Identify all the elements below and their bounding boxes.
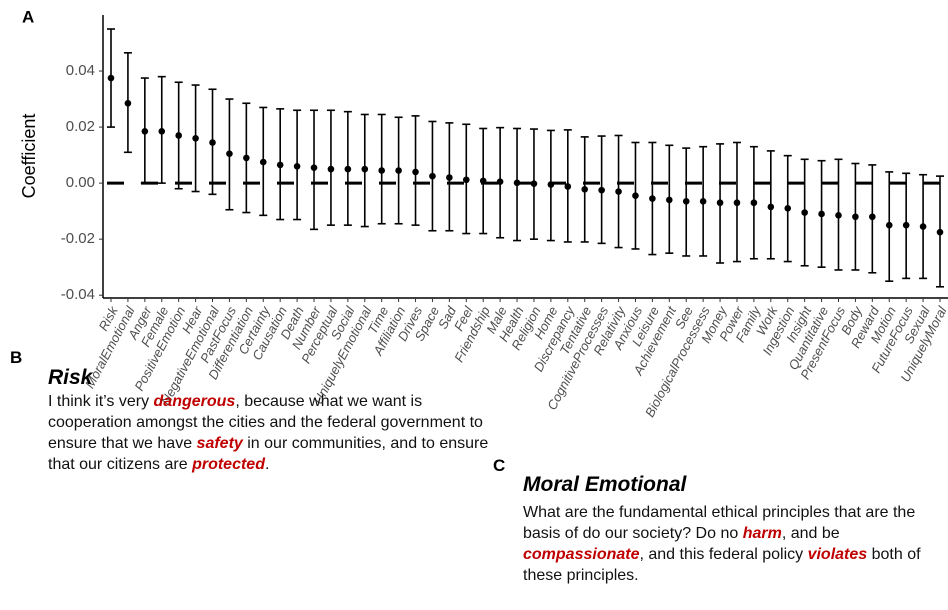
y-tick-label: -0.02 [61, 230, 95, 247]
point [784, 205, 792, 212]
point [429, 172, 436, 180]
point [919, 223, 927, 230]
point [378, 167, 385, 174]
point [158, 127, 166, 135]
text-run: , and this federal policy [639, 546, 808, 563]
point [209, 139, 216, 146]
point [649, 195, 656, 202]
point [513, 179, 521, 187]
y-axis-label: Coefficient [19, 114, 39, 199]
point [344, 165, 352, 173]
point [699, 198, 707, 205]
point [327, 165, 335, 173]
point [226, 150, 233, 157]
highlight-word: safety [196, 435, 243, 452]
y-tick-label: 0.02 [66, 118, 95, 135]
point [412, 168, 419, 176]
text-run: in our communities, and to ensure that o… [48, 435, 489, 473]
point [733, 199, 741, 207]
point [124, 99, 132, 107]
point [581, 185, 589, 193]
highlight-word: compassionate [523, 546, 640, 563]
point [902, 221, 910, 229]
point [885, 221, 893, 229]
point [852, 213, 859, 221]
point [530, 180, 538, 187]
point [446, 174, 453, 181]
point [547, 181, 555, 188]
point [243, 154, 250, 162]
point [598, 186, 605, 194]
text-run: . [264, 456, 270, 473]
point [479, 177, 487, 185]
panel-text: What are the fundamental ethical princip… [523, 502, 948, 586]
text-run: , because what we want is cooperation am… [48, 393, 483, 452]
point [107, 74, 115, 82]
text-run: I think it’s very [48, 393, 154, 410]
point [716, 199, 724, 207]
highlight-word: protected [192, 456, 265, 473]
point [361, 165, 369, 173]
point [936, 228, 944, 236]
highlight-word: dangerous [153, 393, 236, 410]
point [869, 213, 876, 221]
point [615, 188, 622, 195]
y-tick-label: 0.04 [66, 62, 95, 79]
point [462, 176, 470, 184]
panel-label: A [22, 7, 34, 26]
point [682, 198, 690, 205]
panel-text: I think it’s very dangerous, because wha… [48, 391, 498, 475]
text-run: , and be [781, 525, 840, 542]
point [496, 178, 504, 186]
panel-label: B [10, 348, 23, 367]
point [259, 158, 267, 166]
panel-label: C [493, 456, 506, 475]
point [276, 161, 284, 169]
panel-title: Risk [48, 366, 93, 389]
point [801, 209, 808, 216]
point [293, 163, 301, 170]
point [750, 199, 758, 207]
text-run: What are the fundamental ethical princip… [523, 504, 916, 542]
text-run: both of these principles. [523, 546, 921, 584]
point [835, 212, 842, 219]
y-tick-label: -0.04 [61, 286, 95, 303]
point [632, 192, 639, 200]
point [564, 183, 572, 190]
point [310, 164, 318, 172]
point [192, 134, 199, 142]
point [141, 127, 149, 135]
highlight-word: violates [807, 546, 868, 563]
y-tick-label: 0.00 [66, 174, 95, 191]
point [818, 210, 825, 218]
point [666, 196, 673, 204]
point [395, 167, 402, 174]
panel-title: Moral Emotional [523, 473, 687, 496]
point [767, 203, 775, 211]
highlight-word: harm [742, 525, 782, 542]
point [175, 132, 182, 139]
